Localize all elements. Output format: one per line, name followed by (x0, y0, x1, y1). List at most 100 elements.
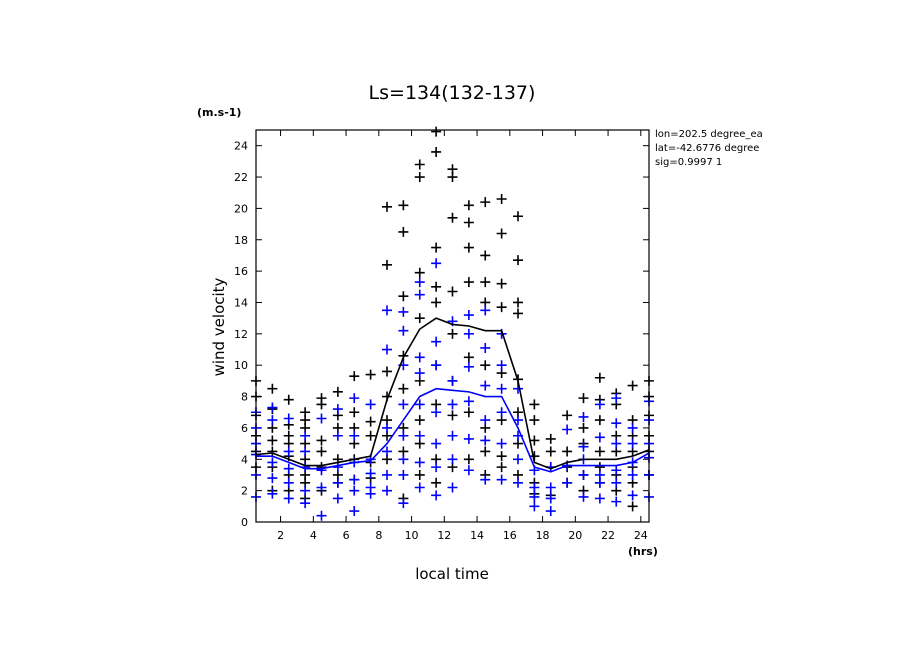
data-point-plus (594, 446, 605, 457)
data-point-plus (431, 490, 442, 501)
data-point-plus (447, 328, 458, 339)
data-point-plus (398, 325, 409, 336)
data-point-plus (414, 399, 425, 410)
data-point-plus (578, 491, 589, 502)
data-point-plus (382, 366, 392, 377)
data-point-plus (414, 289, 425, 300)
data-point-plus (513, 211, 523, 222)
data-point-plus (513, 297, 523, 308)
data-point-plus (627, 501, 638, 512)
data-point-plus (513, 383, 523, 394)
data-point-plus (463, 454, 474, 465)
data-point-plus (562, 424, 573, 435)
data-point-plus (496, 451, 507, 462)
x-tick-label: 8 (375, 529, 382, 542)
data-point-plus (316, 510, 327, 521)
data-point-plus (545, 446, 556, 457)
data-point-plus (447, 454, 458, 465)
data-point-plus (578, 393, 589, 404)
y-tick-label: 18 (234, 234, 248, 247)
data-point-plus (447, 399, 458, 410)
data-point-plus (594, 399, 605, 410)
data-point-plus (300, 485, 311, 496)
mean-line-series-1 (255, 317, 650, 470)
data-point-plus (414, 482, 425, 493)
data-point-plus (414, 457, 425, 468)
data-point-plus (414, 415, 425, 426)
data-point-plus (414, 277, 425, 288)
data-point-plus (480, 197, 491, 208)
data-point-plus (529, 491, 540, 502)
x-axis-label: local time (415, 565, 489, 583)
data-point-plus (382, 201, 392, 212)
data-point-plus (382, 469, 392, 480)
data-point-plus (463, 352, 474, 363)
data-point-plus (480, 435, 491, 446)
data-point-plus (283, 493, 294, 504)
data-point-plus (480, 446, 491, 457)
data-point-plus (398, 469, 409, 480)
data-point-plus (578, 441, 589, 452)
data-point-plus (545, 506, 556, 517)
data-point-plus (496, 474, 507, 485)
x-tick-label: 12 (437, 529, 451, 542)
data-point-plus (332, 462, 343, 473)
data-point-plus (332, 493, 343, 504)
data-point-plus (349, 407, 360, 418)
data-point-plus (283, 463, 294, 474)
y-tick-label: 20 (234, 202, 248, 215)
data-point-plus (496, 193, 507, 204)
y-axis-unit: (m.s-1) (197, 106, 241, 119)
data-point-plus (382, 422, 392, 433)
mean-line-series-2 (256, 387, 650, 473)
y-tick-label: 16 (234, 265, 248, 278)
data-point-plus (349, 506, 360, 517)
y-tick-label: 14 (234, 296, 248, 309)
data-point-plus (463, 361, 474, 372)
data-point-plus (316, 465, 327, 476)
data-point-plus (627, 422, 638, 433)
x-tick-label: 16 (503, 529, 517, 542)
data-point-plus (480, 277, 491, 288)
data-point-plus (463, 396, 474, 407)
data-point-plus (267, 383, 278, 394)
data-point-plus (594, 469, 605, 480)
data-point-plus (447, 286, 458, 297)
data-point-plus (496, 228, 507, 239)
data-point-plus (562, 410, 573, 421)
data-point-plus (545, 482, 556, 493)
x-tick-label: 14 (470, 529, 484, 542)
data-point-plus (365, 430, 376, 441)
data-point-plus (365, 399, 376, 410)
chart-title: Ls=134(132-137) (369, 82, 536, 104)
data-point-plus (414, 159, 425, 170)
data-point-plus (463, 277, 474, 288)
data-point-plus (513, 454, 523, 465)
data-point-plus (463, 242, 474, 253)
y-tick-label: 12 (234, 328, 248, 341)
data-point-plus (382, 305, 392, 316)
data-point-plus (463, 465, 474, 476)
data-point-plus (578, 422, 589, 433)
data-point-plus (398, 291, 409, 302)
data-point-plus (431, 438, 442, 449)
data-point-plus (562, 477, 573, 488)
x-tick-label: 6 (343, 529, 350, 542)
data-point-plus (431, 242, 442, 253)
data-point-plus (332, 386, 343, 397)
data-point-plus (431, 126, 442, 137)
data-point-plus (447, 212, 458, 223)
data-point-plus (480, 250, 491, 261)
data-point-plus (283, 430, 294, 441)
x-tick-label: 18 (536, 529, 550, 542)
data-point-plus (480, 380, 491, 391)
plot-frame (255, 129, 650, 523)
data-point-plus (300, 407, 311, 418)
data-point-plus (447, 410, 458, 421)
data-point-plus (463, 407, 474, 418)
y-tick-label: 24 (234, 140, 248, 153)
y-tick-label: 6 (241, 422, 248, 435)
data-point-plus (578, 411, 589, 422)
data-point-plus (545, 433, 556, 444)
